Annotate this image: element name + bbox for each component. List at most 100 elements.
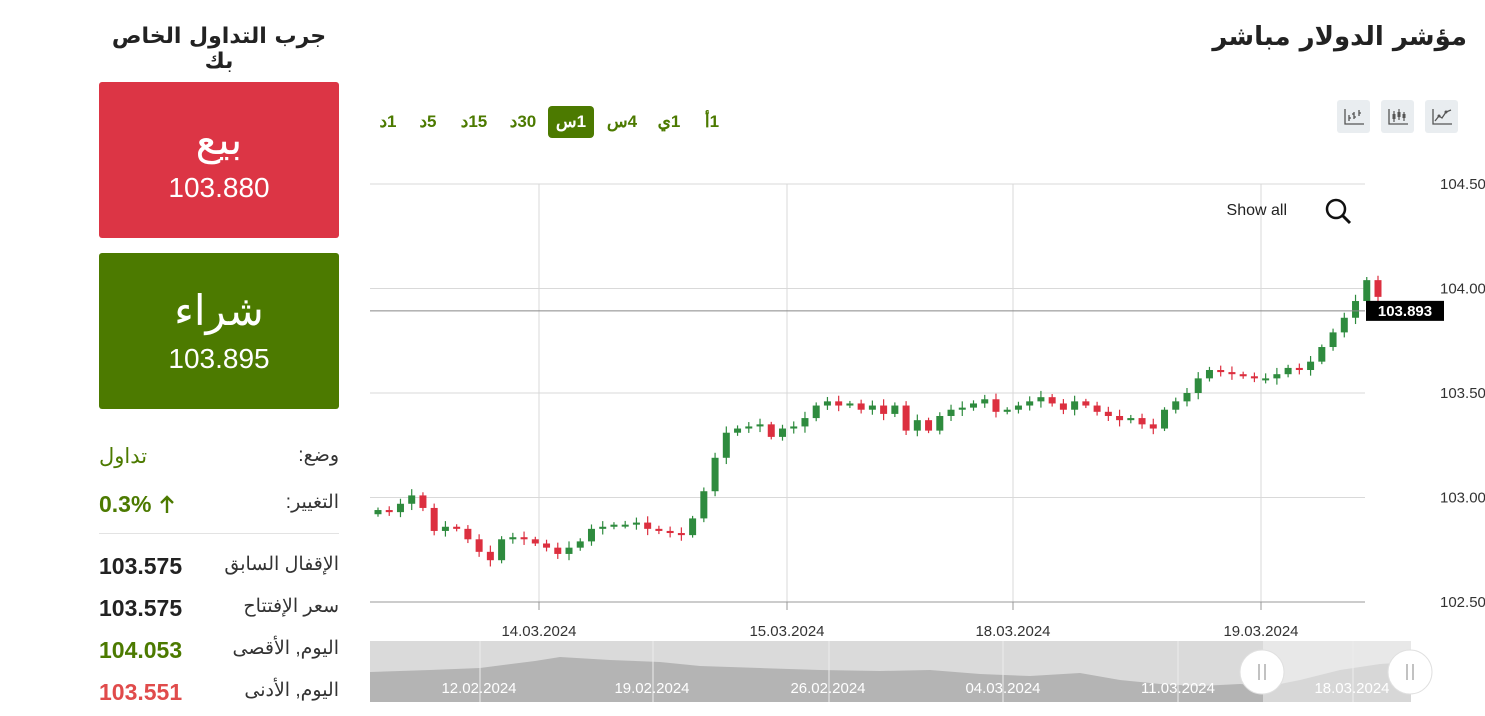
candle xyxy=(1093,401,1101,416)
candle xyxy=(1295,363,1303,375)
timeframe-15min[interactable]: 15د xyxy=(460,112,488,131)
candle xyxy=(1183,387,1191,407)
sell-button[interactable]: بيع 103.880 xyxy=(99,82,339,238)
candle-body xyxy=(1295,367,1303,371)
candle xyxy=(1172,397,1180,414)
line-chart-button[interactable] xyxy=(1425,100,1458,133)
open-label: سعر الإفتتاح xyxy=(243,596,339,617)
candle xyxy=(1082,398,1090,409)
low-label: اليوم, الأدنى xyxy=(244,680,339,701)
candle-body xyxy=(689,518,697,536)
open-value: 103.575 xyxy=(99,595,183,621)
candle-body xyxy=(1071,401,1079,410)
candle xyxy=(1205,366,1213,382)
timeframe-1min[interactable]: 1د xyxy=(379,112,397,131)
y-tick-label: 102.500 xyxy=(1440,594,1485,611)
candle xyxy=(1037,390,1045,408)
timeframe-4hour[interactable]: 4س xyxy=(606,112,638,131)
candle-body xyxy=(565,547,573,554)
candle xyxy=(587,524,595,546)
candle-body xyxy=(936,415,944,431)
timeframe-1hour[interactable]: 1س xyxy=(548,106,594,138)
candle xyxy=(992,393,1000,418)
candle-body xyxy=(801,418,809,427)
candle-body xyxy=(700,491,708,519)
candle-body xyxy=(812,405,820,419)
candle-body xyxy=(778,428,786,437)
candle xyxy=(1374,275,1382,302)
candle-body xyxy=(486,551,494,561)
candle xyxy=(644,516,652,536)
change-label: التغيير: xyxy=(285,492,339,513)
candle xyxy=(1138,413,1146,429)
candle xyxy=(880,399,888,421)
candle xyxy=(1262,373,1270,384)
candle-body xyxy=(1149,424,1157,429)
candle-body xyxy=(1014,405,1022,410)
candle-body xyxy=(1239,374,1247,377)
y-tick-label: 103.000 xyxy=(1440,490,1485,507)
low-value: 103.551 xyxy=(99,679,183,705)
trial-heading: جرب التداول الخاص بك xyxy=(111,24,327,74)
candle xyxy=(835,395,843,412)
open-row: سعر الإفتتاح 103.575 xyxy=(99,595,339,625)
candle-body xyxy=(1003,409,1011,412)
buy-button[interactable]: شراء 103.895 xyxy=(99,253,339,409)
candle-body xyxy=(734,428,742,433)
candle xyxy=(1127,414,1135,424)
candle xyxy=(509,532,517,544)
candle xyxy=(1307,356,1315,376)
candlestick-chart-button[interactable] xyxy=(1381,100,1414,133)
candle xyxy=(396,498,404,518)
candle-body xyxy=(1026,401,1034,406)
navigator-handle-right-knob xyxy=(1387,649,1433,695)
timeframe-1day[interactable]: 1ي xyxy=(657,112,681,131)
bar-chart-icon xyxy=(1343,109,1364,125)
candle-body xyxy=(1352,301,1360,318)
chart-grid xyxy=(370,183,1365,603)
prev-close-row: الإقفال السابق 103.575 xyxy=(99,553,339,583)
timeframe-5min[interactable]: 5د xyxy=(419,112,437,131)
show-all-button[interactable]: Show all xyxy=(1227,202,1287,219)
candle-body xyxy=(1161,409,1169,429)
status-label: وضع: xyxy=(298,445,339,466)
candle xyxy=(1217,365,1225,377)
candle-body xyxy=(1037,397,1045,402)
navigator[interactable]: 12.02.2024 19.02.2024 26.02.2024 04.03.2024… xyxy=(370,641,1433,702)
candle xyxy=(689,515,697,538)
candle-body xyxy=(543,543,551,548)
candle xyxy=(1329,328,1337,351)
candle-body xyxy=(925,420,933,431)
candle-body xyxy=(453,526,461,529)
candle xyxy=(475,534,483,557)
candle-body xyxy=(1082,401,1090,406)
navigator-handle-right[interactable] xyxy=(1387,649,1433,695)
low-row: اليوم, الأدنى 103.551 xyxy=(99,679,339,709)
candle xyxy=(576,538,584,551)
candle xyxy=(700,487,708,523)
candle xyxy=(1239,371,1247,379)
candle-body xyxy=(430,507,438,531)
candle xyxy=(981,394,989,408)
candle-body xyxy=(464,528,472,540)
candle xyxy=(947,404,955,422)
candle xyxy=(812,402,820,422)
candle-body xyxy=(475,539,483,552)
chart-overlays: 103.893 Show all xyxy=(370,198,1444,321)
status-row: وضع: تداول xyxy=(99,444,339,474)
candle-body xyxy=(711,457,719,492)
candle xyxy=(565,541,573,561)
navigator-handle-left[interactable] xyxy=(1239,649,1285,695)
timeframe-1month[interactable]: 1أ xyxy=(704,112,720,131)
candle xyxy=(711,452,719,497)
buy-label: شراء xyxy=(174,286,264,335)
zoom-icon xyxy=(1325,198,1352,225)
candle-body xyxy=(823,401,831,406)
candle xyxy=(632,517,640,530)
candle xyxy=(846,400,854,409)
timeframe-30min[interactable]: 30د xyxy=(509,112,537,131)
bar-chart-button[interactable] xyxy=(1337,100,1370,133)
candle xyxy=(486,545,494,567)
high-value: 104.053 xyxy=(99,637,183,663)
candle xyxy=(374,507,382,517)
